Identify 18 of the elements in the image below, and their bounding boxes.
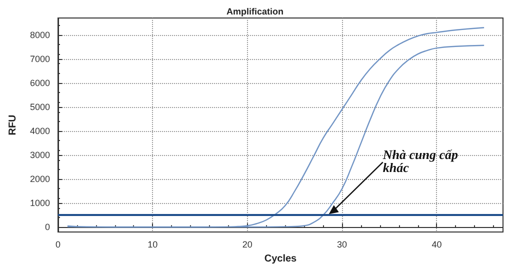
annotation: Nhà cung cấp khác <box>382 147 462 176</box>
y-tick-label: 0 <box>44 222 50 232</box>
y-tick-label: 2000 <box>30 174 50 184</box>
y-tick-label: 1000 <box>30 198 50 208</box>
x-tick-label: 10 <box>148 240 158 250</box>
y-tick-label: 7000 <box>30 54 50 64</box>
x-axis-title: Cycles <box>264 254 298 264</box>
x-tick-label: 20 <box>242 240 252 250</box>
y-tick-label: 6000 <box>30 78 50 88</box>
y-tick-label: 8000 <box>30 30 50 40</box>
x-tick-label: 30 <box>337 240 348 250</box>
y-tick-label: 5000 <box>30 102 50 112</box>
x-tick-label: 0 <box>55 240 61 250</box>
y-axis-title: RFU <box>8 114 18 136</box>
chart-title: Amplification <box>226 6 284 16</box>
y-tick-label: 3000 <box>30 150 50 160</box>
y-tick-label: 4000 <box>30 126 50 136</box>
x-tick-label: 40 <box>432 240 442 250</box>
